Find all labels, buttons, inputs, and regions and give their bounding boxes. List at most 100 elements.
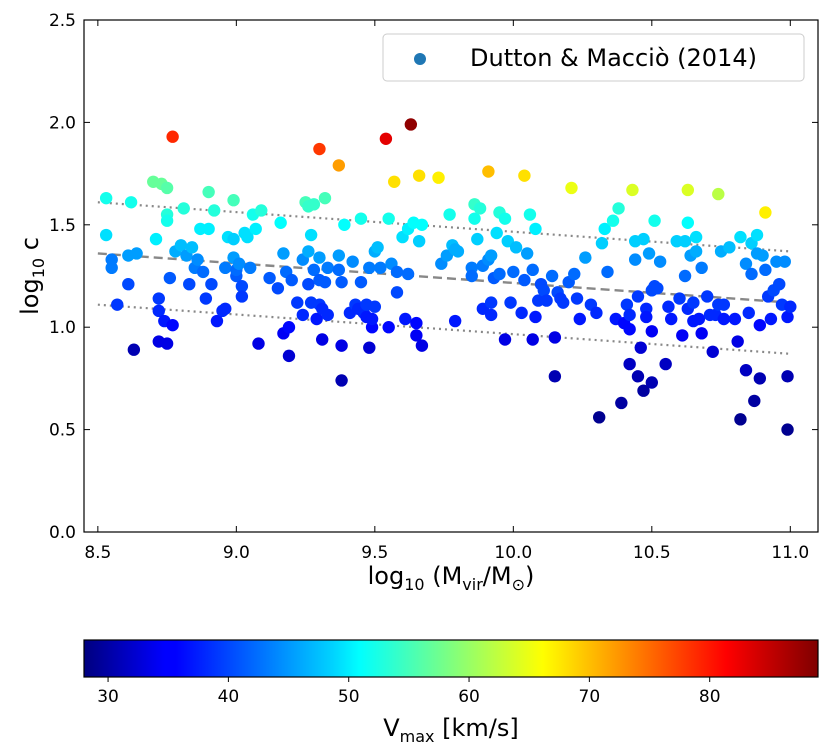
data-point — [399, 312, 412, 326]
data-point — [545, 269, 559, 283]
x-tick-label: 10.5 — [633, 543, 671, 563]
data-point — [701, 290, 714, 303]
data-point — [122, 277, 135, 291]
data-point — [653, 255, 667, 268]
data-point — [695, 327, 708, 340]
data-point — [615, 396, 628, 410]
data-point — [335, 374, 348, 387]
data-point — [232, 257, 246, 270]
data-point — [623, 323, 636, 336]
data-point — [640, 310, 653, 324]
data-point — [321, 261, 334, 275]
data-point — [163, 271, 177, 285]
data-point — [210, 314, 224, 328]
data-point — [784, 300, 797, 313]
data-point — [363, 261, 376, 275]
data-point — [263, 271, 276, 285]
data-point — [731, 335, 744, 348]
data-point — [620, 298, 634, 311]
x-tick-label: 8.5 — [84, 543, 111, 563]
data-point — [734, 230, 747, 244]
data-point — [781, 310, 794, 324]
data-point — [579, 251, 592, 264]
data-point — [548, 370, 562, 383]
data-point — [277, 247, 290, 260]
data-point — [717, 312, 731, 326]
data-point — [152, 304, 165, 318]
data-point — [219, 261, 232, 275]
data-point — [313, 251, 326, 264]
data-point — [598, 222, 611, 236]
data-point — [695, 261, 708, 275]
data-point — [484, 296, 498, 309]
data-point — [509, 241, 523, 254]
data-point — [404, 118, 418, 131]
data-point — [612, 202, 625, 215]
data-point — [739, 257, 753, 270]
data-point — [332, 263, 346, 277]
data-point — [692, 312, 706, 326]
x-axis-label: log10 (Mvir/M⊙) — [368, 562, 535, 594]
data-point — [282, 349, 296, 363]
data-point — [412, 234, 426, 248]
scatter-points — [99, 118, 797, 436]
legend: Dutton & Macciò (2014) — [382, 33, 805, 82]
data-point — [199, 292, 213, 305]
data-point — [235, 290, 249, 303]
data-point — [271, 282, 285, 295]
data-point — [196, 265, 210, 279]
data-point — [354, 212, 368, 225]
data-point — [313, 142, 326, 156]
data-point — [448, 314, 462, 328]
colorbar-tick-label: 50 — [338, 687, 360, 707]
data-point — [631, 290, 645, 303]
data-point — [368, 300, 382, 313]
data-point — [645, 376, 659, 389]
x-tick-label: 10.0 — [494, 543, 532, 563]
data-point — [689, 230, 703, 244]
data-point — [227, 194, 240, 207]
y-axis-label: log10 c — [16, 237, 48, 315]
data-point — [183, 277, 196, 291]
data-point — [573, 312, 586, 326]
data-point — [252, 337, 265, 350]
data-point — [307, 263, 321, 277]
data-point — [742, 306, 755, 320]
data-point — [191, 253, 204, 266]
data-point — [296, 308, 310, 322]
data-point — [468, 212, 481, 225]
data-point — [227, 232, 240, 246]
data-point — [124, 196, 138, 209]
data-point — [548, 331, 562, 344]
data-point — [432, 171, 445, 184]
colorbar-label: Vmax [km/s] — [383, 714, 519, 746]
data-point — [529, 310, 542, 324]
colorbar-tick-label: 70 — [579, 687, 601, 707]
data-point — [523, 208, 537, 221]
data-point — [302, 277, 315, 291]
data-point — [354, 275, 368, 289]
y-tick-label: 2.5 — [49, 11, 76, 31]
y-axis-ticks: 0.0 0.5 1.0 1.5 2.0 2.5 — [49, 11, 818, 543]
data-point — [651, 282, 664, 295]
data-point — [473, 202, 487, 215]
data-point — [734, 413, 747, 426]
data-point — [346, 255, 359, 268]
colorbar-ticks: 30 40 50 60 70 80 — [97, 677, 721, 707]
data-point — [316, 333, 329, 346]
legend-box — [382, 33, 805, 82]
colorbar-gradient — [83, 639, 819, 678]
data-point — [451, 245, 465, 258]
data-point — [526, 263, 539, 277]
data-point — [365, 312, 379, 326]
data-point — [304, 228, 318, 242]
data-point — [166, 318, 179, 332]
data-point — [623, 357, 636, 371]
data-point — [255, 204, 268, 217]
data-point — [681, 216, 695, 229]
data-point — [111, 298, 124, 311]
data-point — [529, 222, 542, 236]
data-point — [781, 370, 794, 383]
data-point — [637, 384, 650, 397]
